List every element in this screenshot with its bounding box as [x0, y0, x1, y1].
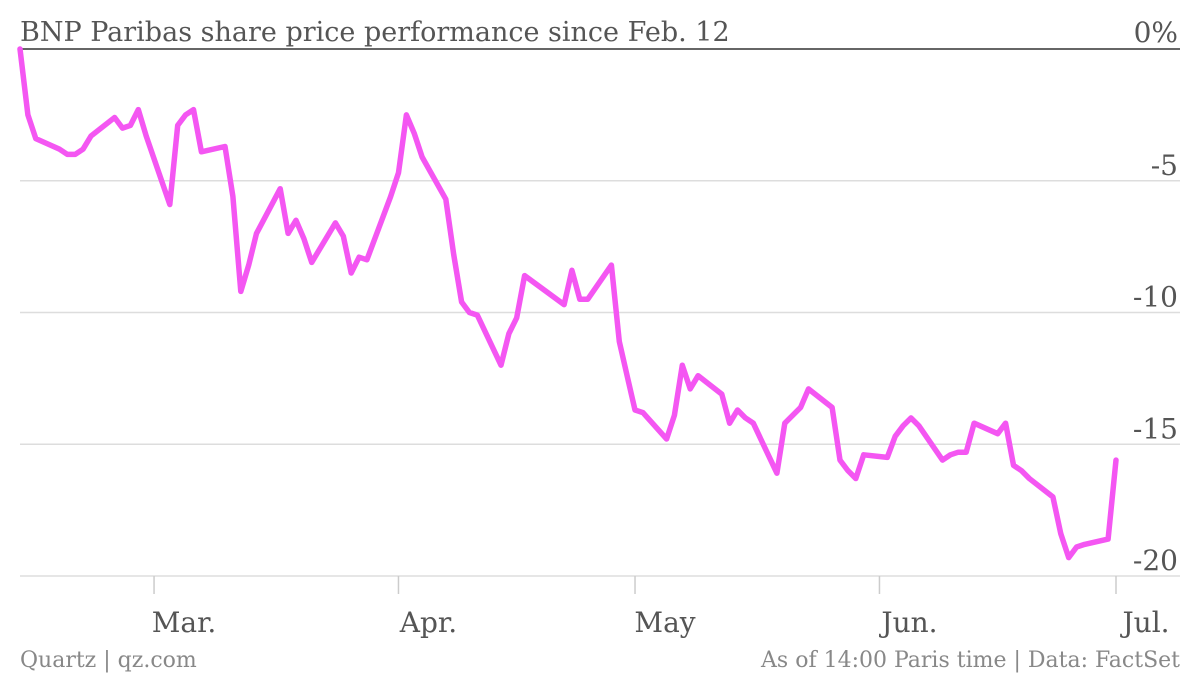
series-line-0	[17, 46, 1119, 561]
x-tick-label: Apr.	[399, 606, 457, 639]
y-tick-label: -5	[1151, 149, 1178, 182]
chart-title: BNP Paribas share price performance sinc…	[20, 17, 730, 48]
y-tick-label: -20	[1133, 544, 1178, 577]
y-tick-label: -15	[1133, 412, 1178, 445]
gridlines	[20, 48, 1180, 577]
x-tick-label: Jul.	[1119, 606, 1169, 639]
y-tick-label: 0%	[1134, 16, 1178, 49]
x-axis: Mar. Apr. May Jun. Jul.	[152, 576, 1170, 639]
x-tick-label: Mar.	[152, 606, 217, 639]
source-credit: Quartz | qz.com	[20, 648, 197, 673]
x-tick-label: May	[634, 606, 695, 639]
data-note: As of 14:00 Paris time | Data: FactSet	[760, 648, 1180, 673]
y-tick-label: -10	[1133, 281, 1178, 314]
series-layer	[17, 46, 1119, 561]
y-axis: 0% -5 -10 -15 -20	[1133, 16, 1178, 577]
x-tick-label: Jun.	[878, 606, 937, 639]
